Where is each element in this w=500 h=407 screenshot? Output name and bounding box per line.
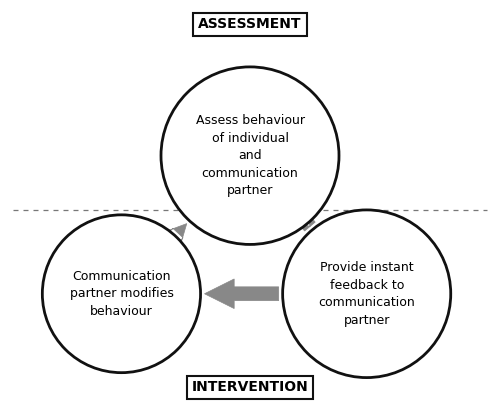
Circle shape xyxy=(42,215,200,373)
Text: Provide instant
feedback to
communication
partner: Provide instant feedback to communicatio… xyxy=(318,261,415,326)
Polygon shape xyxy=(156,223,186,255)
Polygon shape xyxy=(204,279,279,309)
Text: Communication
partner modifies
behaviour: Communication partner modifies behaviour xyxy=(70,270,174,318)
Circle shape xyxy=(161,67,339,245)
Text: INTERVENTION: INTERVENTION xyxy=(192,381,308,394)
Text: Assess behaviour
of individual
and
communication
partner: Assess behaviour of individual and commu… xyxy=(196,114,304,197)
Text: ASSESSMENT: ASSESSMENT xyxy=(198,18,302,31)
Polygon shape xyxy=(280,195,315,231)
Circle shape xyxy=(282,210,450,378)
